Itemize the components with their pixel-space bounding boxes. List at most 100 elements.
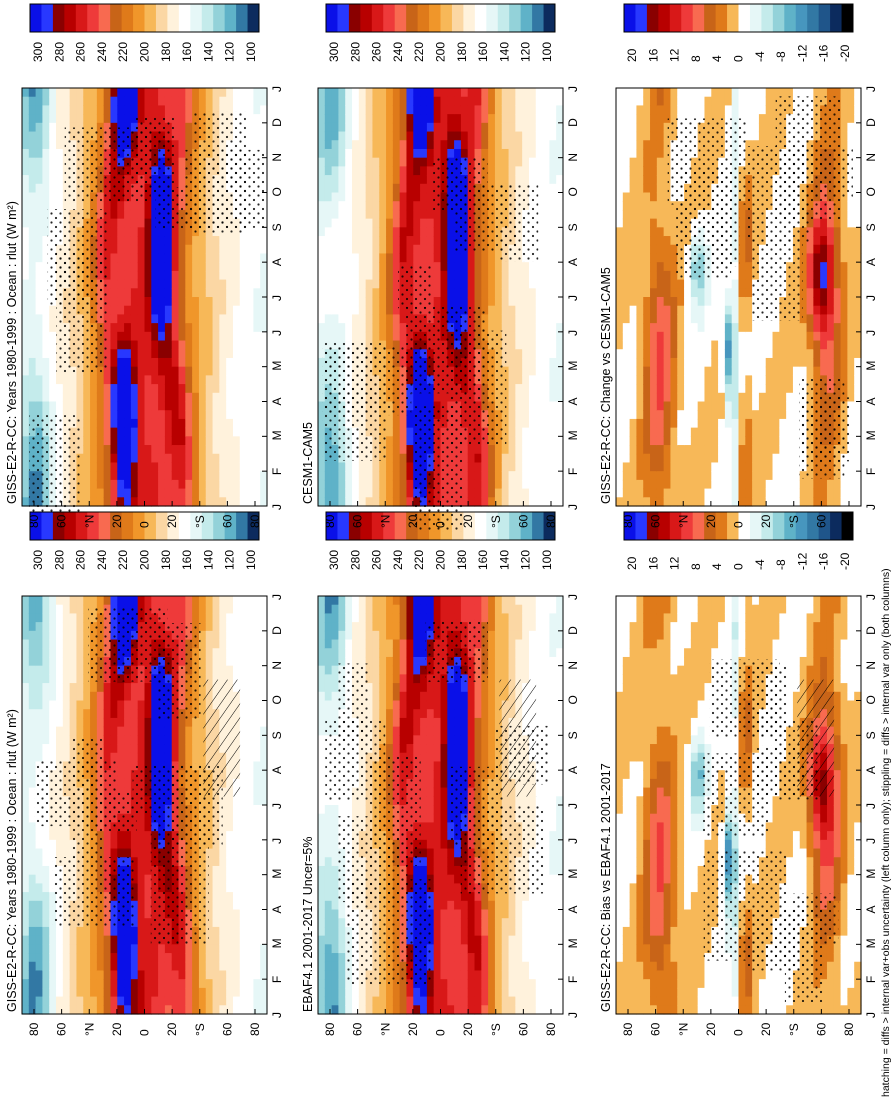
heatmap-cell xyxy=(433,865,442,876)
heatmap-cell xyxy=(392,691,401,702)
heatmap-cell xyxy=(253,105,261,115)
heatmap-cell xyxy=(164,717,173,728)
heatmap-cell xyxy=(35,953,44,963)
heatmap-cell xyxy=(358,648,367,658)
heatmap-cell xyxy=(151,735,159,745)
heatmap-cell xyxy=(110,709,118,719)
heatmap-cell xyxy=(352,648,360,658)
heatmap-cell xyxy=(232,979,241,989)
heatmap-cell xyxy=(260,691,268,702)
heatmap-cell xyxy=(96,445,105,455)
heatmap-cell xyxy=(164,987,173,998)
heatmap-cell xyxy=(130,236,139,246)
heatmap-cell xyxy=(96,497,105,507)
heatmap-cell xyxy=(76,630,84,641)
colorbar-swatch xyxy=(41,4,54,32)
heatmap-cell xyxy=(358,639,367,649)
heatmap-cell xyxy=(151,427,159,437)
heatmap-cell xyxy=(331,909,340,919)
heatmap-cell xyxy=(28,961,37,972)
heatmap-cell xyxy=(96,726,105,736)
heatmap-cell xyxy=(117,970,125,980)
heatmap-cell xyxy=(239,349,248,359)
heatmap-cell xyxy=(42,218,50,228)
heatmap-cell xyxy=(164,227,173,237)
heatmap-cell xyxy=(110,700,118,710)
heatmap-cell xyxy=(447,761,455,771)
heatmap-cell xyxy=(454,961,462,972)
heatmap-cell xyxy=(151,270,159,281)
heatmap-cell xyxy=(226,813,234,824)
heatmap-cell xyxy=(212,961,220,972)
heatmap-cell xyxy=(56,935,64,945)
heatmap-cell xyxy=(246,805,254,815)
heatmap-cell xyxy=(239,935,248,945)
heatmap-cell xyxy=(494,665,503,675)
heatmap-cell xyxy=(460,935,469,945)
heatmap-cell xyxy=(260,323,268,333)
heatmap-cell xyxy=(96,1005,105,1015)
heatmap-cell xyxy=(130,323,139,333)
heatmap-cell xyxy=(318,787,326,797)
heatmap-cell xyxy=(117,262,125,272)
colorbar-label: 240 xyxy=(95,42,109,62)
heatmap-cell xyxy=(164,375,173,385)
heatmap-cell xyxy=(56,105,64,115)
month-tick-label: A xyxy=(270,905,284,913)
heatmap-cell xyxy=(239,462,248,472)
heatmap-cell xyxy=(22,604,30,615)
heatmap-cell xyxy=(117,479,125,490)
heatmap-cell xyxy=(253,874,261,884)
heatmap-cell xyxy=(205,630,214,641)
heatmap-cell xyxy=(219,88,227,98)
heatmap-cell xyxy=(212,639,220,649)
heatmap-cell xyxy=(42,314,50,324)
heatmap-cell xyxy=(22,839,30,850)
heatmap-cell xyxy=(246,961,254,972)
heatmap-cell xyxy=(28,892,37,902)
heatmap-cell xyxy=(426,822,435,832)
heatmap-cell xyxy=(22,805,30,815)
heatmap-cell xyxy=(433,918,442,928)
heatmap-cell xyxy=(318,656,326,667)
heatmap-cell xyxy=(198,987,207,998)
heatmap-cell xyxy=(151,88,159,98)
heatmap-cell xyxy=(62,735,71,745)
heatmap-cell xyxy=(232,453,241,464)
heatmap-cell xyxy=(42,157,50,167)
heatmap-cell xyxy=(35,674,44,684)
heatmap-cell xyxy=(144,262,152,272)
heatmap-cell xyxy=(379,639,387,649)
month-tick-label: J xyxy=(270,838,284,844)
heatmap-cell xyxy=(331,961,340,972)
heatmap-cell xyxy=(212,909,220,919)
heatmap-cell xyxy=(158,970,166,980)
heatmap-cell xyxy=(226,857,234,867)
heatmap-cell xyxy=(318,944,326,954)
heatmap-cell xyxy=(35,192,44,202)
heatmap-cell xyxy=(22,613,30,623)
colorbar-swatch xyxy=(190,4,203,32)
heatmap-cell xyxy=(345,613,353,623)
heatmap-cell xyxy=(124,479,132,490)
heatmap-cell xyxy=(260,787,268,797)
heatmap-cell xyxy=(42,892,50,902)
heatmap-cell xyxy=(246,735,254,745)
heatmap-cell xyxy=(318,674,326,684)
heatmap-cell xyxy=(426,987,435,998)
heatmap-cell xyxy=(124,453,132,464)
heatmap-cell xyxy=(42,900,50,911)
heatmap-cell xyxy=(130,375,139,385)
heatmap-cell xyxy=(164,270,173,281)
heatmap-cell xyxy=(474,953,482,963)
heatmap-cell xyxy=(501,926,510,937)
heatmap-cell xyxy=(117,297,125,307)
heatmap-cell xyxy=(454,944,462,954)
heatmap-cell xyxy=(392,700,401,710)
heatmap-cell xyxy=(144,96,152,107)
heatmap-cell xyxy=(338,909,346,919)
heatmap-cell xyxy=(420,752,428,763)
heatmap-cell xyxy=(151,709,159,719)
heatmap-cell xyxy=(35,900,44,911)
heatmap-cell xyxy=(205,996,214,1006)
